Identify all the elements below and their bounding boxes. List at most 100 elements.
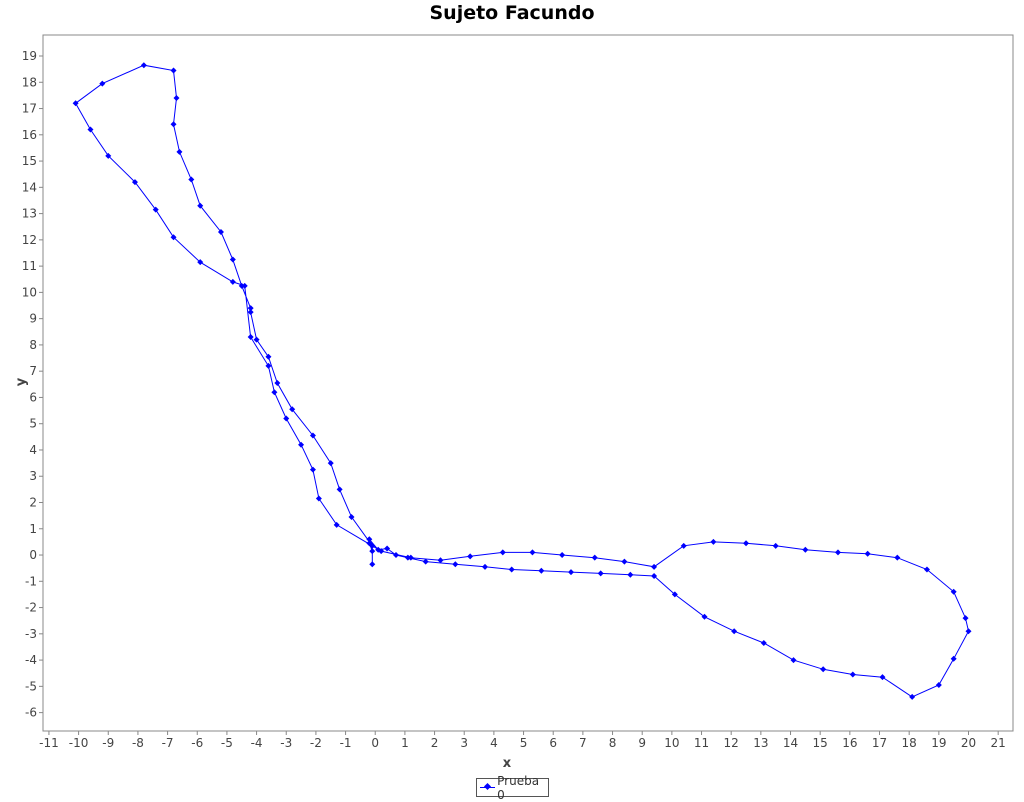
- legend-label: Prueba 0: [497, 773, 540, 802]
- data-point: [467, 553, 474, 560]
- data-point: [879, 674, 886, 681]
- data-point: [217, 228, 224, 235]
- data-point: [152, 206, 159, 213]
- x-tick-label: 6: [549, 736, 557, 750]
- plot-frame: [42, 34, 1014, 732]
- x-tick-label: 5: [520, 736, 528, 750]
- y-tick-label: 3: [29, 469, 37, 483]
- y-tick-label: 9: [29, 312, 37, 326]
- y-tick-label: -2: [25, 601, 37, 615]
- data-point: [131, 179, 138, 186]
- y-tick-label: 5: [29, 417, 37, 431]
- data-point: [422, 558, 429, 565]
- y-tick-label: -5: [25, 679, 37, 693]
- data-point: [283, 415, 290, 422]
- data-point: [894, 554, 901, 561]
- data-point: [170, 121, 177, 128]
- data-point: [99, 80, 106, 87]
- data-point: [253, 336, 260, 343]
- y-tick-label: -3: [25, 627, 37, 641]
- data-point: [950, 655, 957, 662]
- x-tick-label: 14: [783, 736, 798, 750]
- data-point: [315, 495, 322, 502]
- data-point: [336, 486, 343, 493]
- y-tick-label: 8: [29, 338, 37, 352]
- data-point: [962, 615, 969, 622]
- x-tick-label: 0: [371, 736, 379, 750]
- x-tick-label: 17: [872, 736, 887, 750]
- x-tick-label: -4: [251, 736, 263, 750]
- x-tick-label: 4: [490, 736, 498, 750]
- plot-area: [42, 34, 1014, 732]
- data-point: [651, 573, 658, 580]
- x-tick-label: -1: [340, 736, 352, 750]
- data-point: [176, 148, 183, 155]
- data-point: [950, 588, 957, 595]
- data-point: [621, 558, 628, 565]
- data-point: [802, 546, 809, 553]
- x-tick-label: 2: [431, 736, 439, 750]
- legend: Prueba 0: [476, 774, 549, 802]
- y-tick-label: 18: [22, 75, 37, 89]
- data-point: [407, 554, 414, 561]
- data-point: [333, 521, 340, 528]
- data-point: [265, 362, 272, 369]
- data-point: [173, 95, 180, 102]
- x-tick-label: -6: [191, 736, 203, 750]
- x-tick-label: -5: [221, 736, 233, 750]
- y-tick-label: 6: [29, 390, 37, 404]
- data-point: [559, 552, 566, 559]
- data-point: [680, 542, 687, 549]
- data-point: [743, 540, 750, 547]
- x-tick-label: 3: [460, 736, 468, 750]
- x-tick-label: 13: [753, 736, 768, 750]
- data-point: [197, 259, 204, 266]
- x-tick-label: 16: [842, 736, 857, 750]
- x-tick-label: 10: [664, 736, 679, 750]
- data-point: [849, 671, 856, 678]
- data-point: [965, 628, 972, 635]
- y-tick-label: 2: [29, 496, 37, 510]
- data-point: [820, 666, 827, 673]
- y-tick-label: 0: [29, 548, 37, 562]
- x-tick-label: -11: [39, 736, 59, 750]
- data-point: [864, 550, 871, 557]
- data-point: [140, 62, 147, 69]
- data-point: [348, 513, 355, 520]
- x-tick-label: 9: [638, 736, 646, 750]
- data-point: [369, 542, 376, 549]
- x-tick-label: -3: [280, 736, 292, 750]
- y-tick-label: -4: [25, 653, 37, 667]
- data-point: [271, 389, 278, 396]
- data-point: [188, 176, 195, 183]
- x-tick-label: -2: [310, 736, 322, 750]
- y-tick-label: 12: [22, 233, 37, 247]
- y-axis-title: y: [14, 377, 29, 386]
- data-point: [87, 126, 94, 133]
- data-point: [197, 202, 204, 209]
- chart-title: Sujeto Facundo: [429, 2, 595, 24]
- data-point: [229, 278, 236, 285]
- series-layer: [72, 62, 972, 700]
- x-tick-label: 21: [991, 736, 1006, 750]
- data-point: [701, 613, 708, 620]
- data-point: [238, 282, 245, 289]
- data-point: [627, 571, 634, 578]
- data-point: [229, 256, 236, 263]
- data-point: [369, 548, 376, 555]
- data-point: [105, 152, 112, 159]
- x-tick-label: 12: [724, 736, 739, 750]
- data-point: [508, 566, 515, 573]
- data-point: [671, 591, 678, 598]
- x-tick-label: 11: [694, 736, 709, 750]
- y-axis: -6-5-4-3-2-10123456789101112131415161718…: [22, 49, 43, 720]
- y-tick-label: 10: [22, 285, 37, 299]
- x-axis-title: x: [503, 756, 512, 771]
- data-point: [72, 100, 79, 107]
- data-point: [651, 563, 658, 570]
- data-point: [452, 561, 459, 568]
- data-point: [392, 552, 399, 559]
- y-tick-label: 11: [22, 259, 37, 273]
- x-tick-label: 19: [931, 736, 946, 750]
- y-tick-label: 1: [29, 522, 37, 536]
